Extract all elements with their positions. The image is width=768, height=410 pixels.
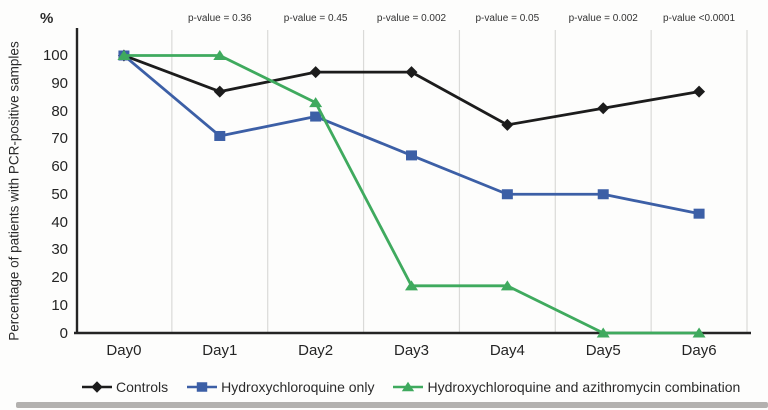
- triangle-marker-icon: [309, 97, 323, 108]
- series-line: [122, 54, 701, 216]
- p-value-annotation: p-value = 0.002: [376, 13, 447, 24]
- y-tick-label: 40: [51, 213, 68, 231]
- x-category-label: Day1: [202, 342, 238, 359]
- square-marker-icon: [693, 208, 705, 219]
- y-tick-label: 50: [51, 185, 68, 203]
- y-tick-label: 30: [51, 241, 68, 259]
- triangle-marker-icon: [596, 327, 610, 338]
- y-tick-label: 0: [59, 324, 68, 342]
- y-tick-label: 70: [51, 130, 68, 148]
- series-line: [122, 54, 701, 127]
- square-marker-icon: [310, 111, 322, 122]
- x-category-label: Day6: [681, 342, 717, 359]
- legend-item: Hydroxychloroquine and azithromycin comb…: [393, 379, 740, 395]
- square-marker-icon: [196, 382, 208, 392]
- diamond-marker-icon: [91, 381, 103, 393]
- scan-artifact-bar: [16, 402, 768, 408]
- legend: Controls Hydroxychloroquine only Hydroxych…: [82, 379, 740, 395]
- triangle-marker-icon: [500, 280, 514, 291]
- square-marker-icon: [501, 189, 513, 200]
- y-axis-title: Percentage of patients with PCR-positive…: [6, 41, 22, 341]
- y-tick-label: 20: [51, 269, 68, 286]
- p-value-annotation: p-value = 0.002: [568, 13, 638, 24]
- triangle-marker-icon: [692, 327, 706, 338]
- legend-key-icon: [82, 381, 112, 393]
- legend-item: Controls: [82, 379, 168, 395]
- x-category-label: Day0: [106, 342, 142, 359]
- legend-key-icon: [393, 381, 424, 392]
- triangle-marker-icon: [402, 381, 415, 392]
- y-tick-label: 100: [42, 47, 68, 64]
- legend-label: Hydroxychloroquine only: [221, 379, 375, 395]
- triangle-marker-icon: [213, 50, 227, 60]
- x-category-label: Day5: [585, 342, 621, 359]
- series-line: [122, 54, 701, 335]
- x-category-label: Day3: [393, 342, 430, 359]
- legend-key-icon: [187, 382, 218, 392]
- p-value-annotation: p-value <0.0001: [663, 13, 736, 24]
- x-category-label: Day4: [489, 342, 525, 359]
- y-tick-label: 90: [51, 74, 68, 92]
- x-category-label: Day2: [298, 342, 334, 359]
- p-value-annotation: p-value = 0.45: [283, 13, 348, 24]
- diamond-marker-icon: [309, 66, 322, 79]
- diamond-marker-icon: [501, 118, 514, 131]
- legend-item: Hydroxychloroquine only: [187, 379, 374, 395]
- triangle-marker-icon: [117, 50, 131, 60]
- p-value-annotation: p-value = 0.36: [187, 13, 252, 24]
- legend-label: Hydroxychloroquine and azithromycin comb…: [427, 379, 741, 395]
- y-tick-label: 10: [51, 296, 68, 314]
- y-tick-label: 60: [51, 158, 68, 175]
- diamond-marker-icon: [405, 66, 418, 79]
- y-tick-label: 80: [51, 102, 68, 120]
- y-axis-unit-label: %: [40, 10, 54, 27]
- diamond-marker-icon: [693, 85, 706, 98]
- legend-label: Controls: [116, 379, 169, 395]
- diamond-marker-icon: [597, 102, 610, 115]
- square-marker-icon: [406, 150, 417, 161]
- square-marker-icon: [214, 130, 226, 141]
- square-marker-icon: [597, 189, 609, 200]
- p-value-annotation: p-value = 0.05: [475, 13, 540, 24]
- diamond-marker-icon: [213, 85, 226, 98]
- triangle-marker-icon: [405, 280, 418, 291]
